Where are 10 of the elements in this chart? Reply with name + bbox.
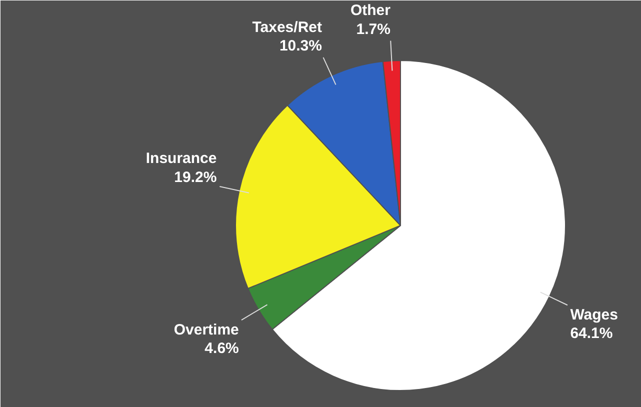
slice-label: Other: [350, 2, 391, 20]
data-label: 19.2%: [174, 168, 217, 186]
data-label: 1.7%: [356, 20, 390, 38]
slice-label: Insurance: [146, 150, 217, 168]
data-label: 64.1%: [570, 325, 613, 342]
slice-label: Taxes/Ret: [252, 18, 322, 36]
data-label: 10.3%: [279, 38, 322, 55]
data-label: 4.6%: [204, 340, 239, 358]
slice-label: Wages: [570, 306, 618, 324]
slice-label: Overtime: [174, 322, 239, 339]
